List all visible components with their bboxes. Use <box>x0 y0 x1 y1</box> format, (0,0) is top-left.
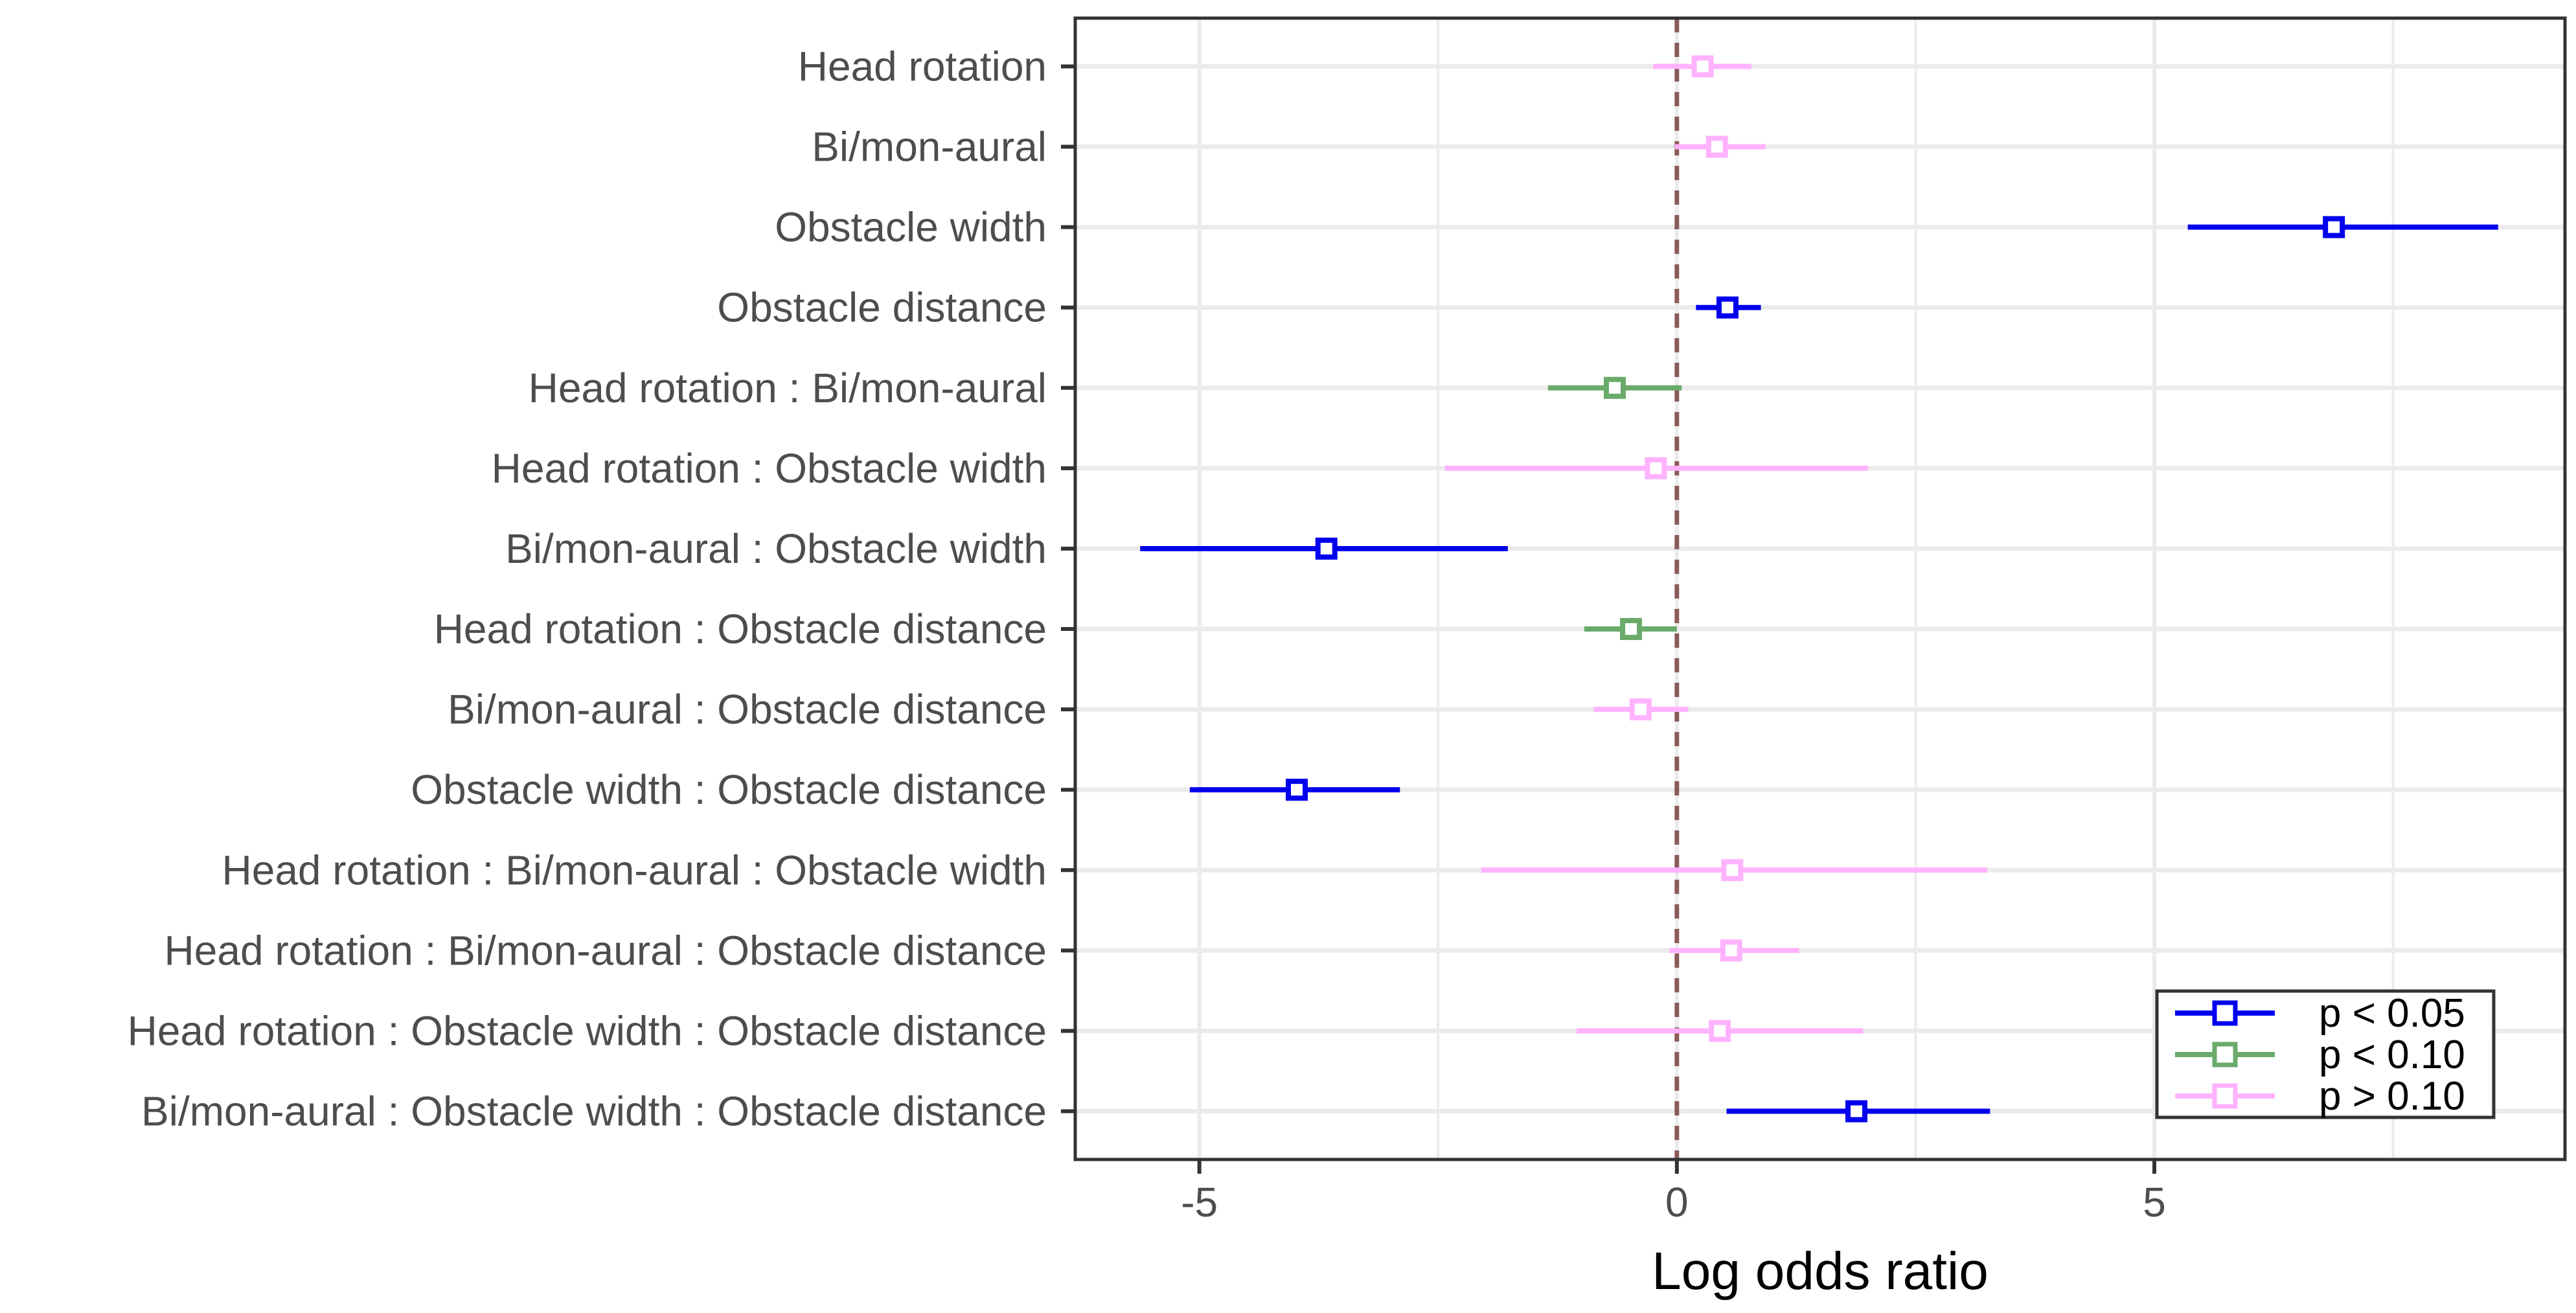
y-tick-label: Obstacle width <box>775 204 1047 251</box>
y-tick-label: Head rotation : Obstacle width <box>492 445 1047 492</box>
y-tick-label: Head rotation : Obstacle distance <box>434 606 1047 652</box>
point-estimate <box>1286 779 1308 801</box>
point-estimate <box>1845 1100 1868 1123</box>
x-axis-title: Log odds ratio <box>1652 1242 1989 1301</box>
y-tick-label: Obstacle distance <box>717 284 1047 331</box>
point-estimate <box>1709 1020 1731 1042</box>
y-tick-label: Head rotation <box>798 43 1047 89</box>
grid-minor-x <box>1437 18 2395 1159</box>
y-tick-label: Bi/mon-aural : Obstacle width : Obstacle… <box>141 1088 1047 1135</box>
legend-label: p < 0.10 <box>2319 1033 2465 1077</box>
point-estimate <box>1716 296 1738 319</box>
y-tick-label: Head rotation : Bi/mon-aural <box>529 365 1047 411</box>
point-estimate <box>1691 55 1714 78</box>
x-axis-ticks: -5 0 5 <box>1181 1159 2166 1226</box>
legend-key-marker <box>2212 1042 2238 1068</box>
y-tick-label: Head rotation : Obstacle width : Obstacl… <box>128 1007 1047 1054</box>
point-estimate <box>1629 698 1652 721</box>
x-tick-label: -5 <box>1181 1179 1218 1226</box>
point-estimate <box>1721 859 1744 882</box>
y-tick-label: Obstacle width : Obstacle distance <box>411 766 1047 813</box>
point-estimate <box>1620 618 1643 641</box>
y-tick-label: Bi/mon-aural <box>812 124 1047 170</box>
legend-label: p < 0.05 <box>2319 991 2465 1036</box>
x-tick-label: 0 <box>1665 1179 1689 1226</box>
point-estimate <box>1645 457 1667 479</box>
y-tick-label: Bi/mon-aural : Obstacle width <box>505 525 1047 572</box>
y-tick-label: Head rotation : Bi/mon-aural : Obstacle … <box>165 927 1047 974</box>
x-tick-label: 5 <box>2143 1179 2166 1226</box>
y-tick-label: Head rotation : Bi/mon-aural : Obstacle … <box>222 847 1047 893</box>
y-axis-ticks: Head rotation Bi/mon-aural Obstacle width O… <box>128 43 1075 1135</box>
point-estimate <box>1705 135 1728 158</box>
point-estimate <box>1604 376 1626 399</box>
point-estimate <box>1315 537 1338 560</box>
point-estimates <box>1286 55 2345 1123</box>
point-estimate <box>2323 216 2345 238</box>
legend-label: p > 0.10 <box>2319 1074 2465 1119</box>
point-estimate <box>1720 939 1742 962</box>
legend-key-marker <box>2212 1083 2238 1109</box>
legend: p < 0.05p < 0.10p > 0.10 <box>2155 989 2496 1119</box>
y-tick-label: Bi/mon-aural : Obstacle distance <box>448 686 1047 733</box>
legend-key-marker <box>2212 1000 2238 1026</box>
panel-border <box>1073 16 2567 1161</box>
